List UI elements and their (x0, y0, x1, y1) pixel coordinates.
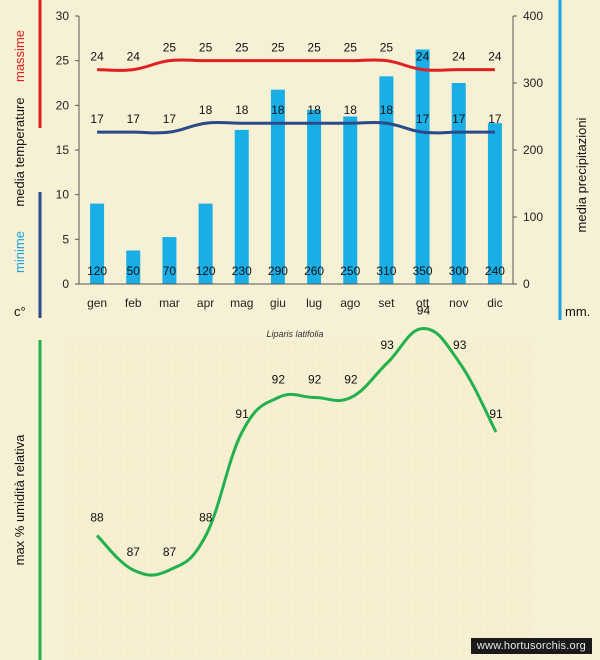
precipitation-value-label: 260 (304, 264, 324, 278)
left-tick-label: 10 (56, 188, 70, 202)
humidity-value-label: 94 (417, 304, 431, 318)
humidity-series-line (95, 326, 498, 577)
precipitation-value-label: 230 (232, 264, 252, 278)
humidity-value-label: 93 (381, 338, 395, 352)
minime-value-label: 18 (199, 103, 213, 117)
month-tick-label: giu (270, 296, 286, 310)
minime-value-label: 17 (127, 112, 141, 126)
precipitation-bar (270, 89, 285, 284)
humidity-value-label: 91 (235, 407, 249, 421)
month-tick-label: apr (197, 296, 214, 310)
minime-label: minime (12, 231, 27, 273)
humidity-value-label: 93 (453, 338, 467, 352)
month-tick-label: nov (449, 296, 468, 310)
month-tick-label: mar (159, 296, 180, 310)
precipitation-value-label: 250 (340, 264, 360, 278)
humidity-value-label: 88 (90, 511, 104, 525)
precipitation-bar (234, 129, 249, 284)
right-tick-label: 400 (523, 9, 543, 23)
right-tick-label: 300 (523, 76, 543, 90)
minime-value-label: 18 (307, 103, 321, 117)
left-tick-label: 0 (62, 277, 69, 291)
temperature-unit: c° (14, 304, 26, 319)
precipitation-bar (487, 123, 502, 284)
massime-value-label: 25 (271, 41, 285, 55)
humidity-plot-background (64, 340, 530, 658)
precipitation-bar (379, 76, 394, 284)
month-tick-label: set (378, 296, 395, 310)
massime-value-label: 24 (127, 50, 141, 64)
massime-series-line (97, 58, 495, 72)
temperature-precipitation-chart: 120 50 70 120 230 290 260 250 310 350 300 240 24 242… (56, 9, 544, 310)
precipitation-value-label: 50 (127, 264, 141, 278)
chart-title: Liparis latifolia (266, 329, 323, 339)
watermark: www.hortusorchis.org (470, 638, 592, 654)
massime-value-label: 24 (488, 50, 502, 64)
month-tick-label: gen (87, 296, 107, 310)
precipitation-value-label: 70 (163, 264, 177, 278)
month-tick-label: mag (230, 296, 253, 310)
humidity-value-label: 87 (127, 545, 141, 559)
temperature-axis-label: media temperature (12, 97, 27, 206)
massime-value-label: 24 (452, 50, 466, 64)
humidity-value-label: 92 (272, 373, 286, 387)
humidity-axis-label: max % umidità relativa (12, 434, 27, 566)
humidity-value-label: 88 (199, 511, 213, 525)
massime-label: massime (12, 30, 27, 82)
left-tick-label: 25 (56, 54, 70, 68)
massime-value-label: 25 (344, 41, 358, 55)
minime-value-label: 17 (488, 112, 502, 126)
humidity-value-label: 92 (308, 373, 322, 387)
precipitation-value-label: 120 (196, 264, 216, 278)
left-tick-label: 5 (62, 232, 69, 246)
humidity-value-label: 91 (489, 407, 503, 421)
minime-value-label: 18 (235, 103, 249, 117)
massime-value-label: 24 (416, 50, 430, 64)
humidity-value-label: 92 (344, 373, 358, 387)
massime-value-label: 24 (90, 50, 104, 64)
precipitation-bar (307, 109, 322, 284)
right-tick-label: 0 (523, 277, 530, 291)
precipitation-value-label: 300 (449, 264, 469, 278)
left-tick-label: 20 (56, 98, 70, 112)
precipitation-unit: mm. (565, 304, 590, 319)
month-tick-label: dic (487, 296, 502, 310)
month-tick-label: ago (340, 296, 360, 310)
massime-value-label: 25 (199, 41, 213, 55)
minime-value-label: 18 (344, 103, 358, 117)
month-tick-label: lug (306, 296, 322, 310)
minime-value-label: 17 (452, 112, 466, 126)
precipitation-bar (198, 203, 213, 284)
precipitation-bar (90, 203, 105, 284)
precipitation-bar (343, 116, 358, 284)
minime-value-label: 18 (271, 103, 285, 117)
right-tick-label: 200 (523, 143, 543, 157)
minime-value-label: 18 (380, 103, 394, 117)
massime-value-label: 25 (163, 41, 177, 55)
left-tick-label: 15 (56, 143, 70, 157)
minime-value-label: 17 (90, 112, 104, 126)
precipitation-axis-label: media precipitazioni (574, 117, 589, 232)
precipitation-value-label: 120 (87, 264, 107, 278)
precipitation-value-label: 290 (268, 264, 288, 278)
minime-value-label: 17 (163, 112, 177, 126)
minime-series-line (97, 120, 495, 135)
precipitation-value-label: 240 (485, 264, 505, 278)
massime-value-label: 25 (235, 41, 249, 55)
massime-value-label: 25 (307, 41, 321, 55)
humidity-chart: 88 87 87 88 91 92 92 92 93 94 93 91 (90, 304, 503, 577)
right-tick-label: 100 (523, 210, 543, 224)
massime-value-label: 25 (380, 41, 394, 55)
precipitation-bar (415, 49, 430, 284)
precipitation-bar (126, 250, 141, 284)
precipitation-bar (162, 237, 177, 284)
month-tick-label: feb (125, 296, 142, 310)
humidity-value-label: 87 (163, 545, 177, 559)
precipitation-value-label: 350 (413, 264, 433, 278)
precipitation-value-label: 310 (376, 264, 396, 278)
month-tick-label: ott (416, 296, 430, 310)
left-tick-label: 30 (56, 9, 70, 23)
minime-value-label: 17 (416, 112, 430, 126)
